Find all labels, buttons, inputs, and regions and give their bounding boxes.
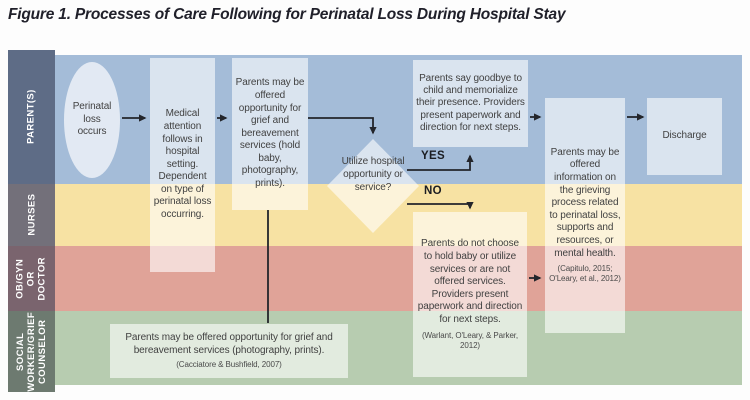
figure-title: Figure 1. Processes of Care Following fo… <box>8 6 566 23</box>
branch-label-yes: YES <box>421 150 445 162</box>
node-social-worker-offer-citation: (Cacciatore & Bushfield, 2007) <box>176 359 282 369</box>
node-social-worker-offer-text: Parents may be offered opportunity for g… <box>125 332 333 356</box>
lane-label-block-parents: PARENT(S) <box>8 50 55 184</box>
node-grief-information-text: Parents may be offered information on th… <box>549 146 621 259</box>
node-say-goodbye: Parents say goodbye to child and memoria… <box>413 60 528 147</box>
lane-label-nurses: NURSES <box>25 193 37 236</box>
lane-label-block-nurses: NURSES <box>8 184 55 246</box>
node-offer-services: Parents may be offered opportunity for g… <box>232 58 308 210</box>
node-decline-services-citation: (Warlant, O'Leary, & Parker, 2012) <box>421 330 519 350</box>
node-decline-services: Parents do not choose to hold baby or ut… <box>413 212 527 377</box>
node-medical-attention: Medical attention follows in hospital se… <box>150 58 215 272</box>
lane-label-block-social: SOCIAL WORKER/GRIEF COUNSELOR <box>8 311 55 392</box>
lane-label-block-obgyn: OB/GYN OR DOCTOR <box>8 246 55 311</box>
node-perinatal-loss-occurs: Perinatal loss occurs <box>64 62 120 178</box>
node-decline-services-text: Parents do not choose to hold baby or ut… <box>417 238 523 325</box>
node-social-worker-offer: Parents may be offered opportunity for g… <box>110 324 348 378</box>
branch-label-no: NO <box>424 185 442 197</box>
lane-label-parents: PARENT(S) <box>25 89 37 145</box>
lane-label-social: SOCIAL WORKER/GRIEF COUNSELOR <box>14 311 49 392</box>
node-decision-utilize-service: Utilize hospital opportunity or service? <box>341 156 405 193</box>
node-discharge: Discharge <box>647 98 722 175</box>
node-grief-information-citation: (Capitulo, 2015; O'Leary, et al., 2012) <box>549 264 621 284</box>
lane-label-obgyn: OB/GYN OR DOCTOR <box>14 256 49 301</box>
node-grief-information: Parents may be offered information on th… <box>545 98 625 333</box>
